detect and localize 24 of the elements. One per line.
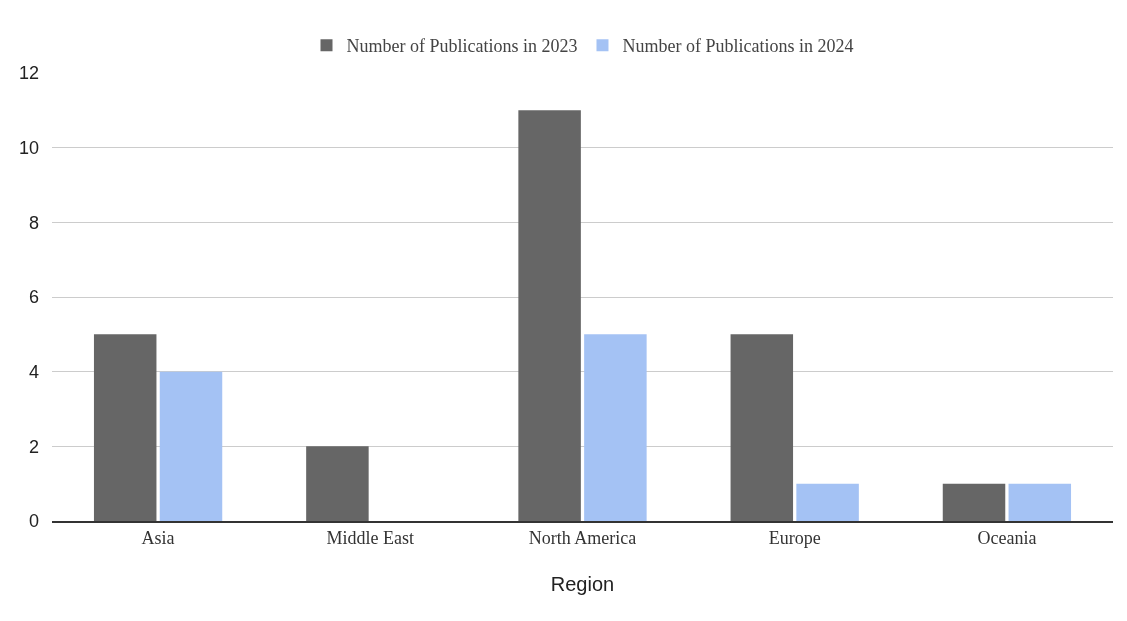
x-tick-label: North America — [528, 528, 637, 549]
bar — [159, 371, 223, 521]
y-tick-label: 10 — [18, 137, 39, 158]
legend-label: Number of Publications in 2024 — [622, 36, 854, 57]
y-tick-label: 4 — [28, 361, 39, 382]
bar — [93, 334, 157, 521]
x-tick-label: Europe — [768, 528, 821, 549]
y-tick-label: 6 — [28, 287, 39, 308]
bar — [730, 334, 794, 521]
y-tick-label: 8 — [28, 212, 39, 233]
bar — [1008, 483, 1072, 521]
x-axis-title: Region — [550, 573, 615, 596]
bar — [518, 110, 581, 521]
x-tick-label: Asia — [141, 528, 175, 549]
y-tick-label: 2 — [28, 436, 39, 457]
bar — [306, 446, 369, 521]
bar — [584, 334, 647, 521]
bar — [796, 483, 859, 521]
x-tick-label: Middle East — [326, 528, 415, 549]
x-tick-label: Oceania — [977, 528, 1037, 549]
y-tick-label: 12 — [18, 63, 39, 84]
legend-label: Number of Publications in 2023 — [346, 36, 578, 57]
bar — [942, 483, 1006, 521]
y-tick-label: 0 — [28, 511, 39, 532]
